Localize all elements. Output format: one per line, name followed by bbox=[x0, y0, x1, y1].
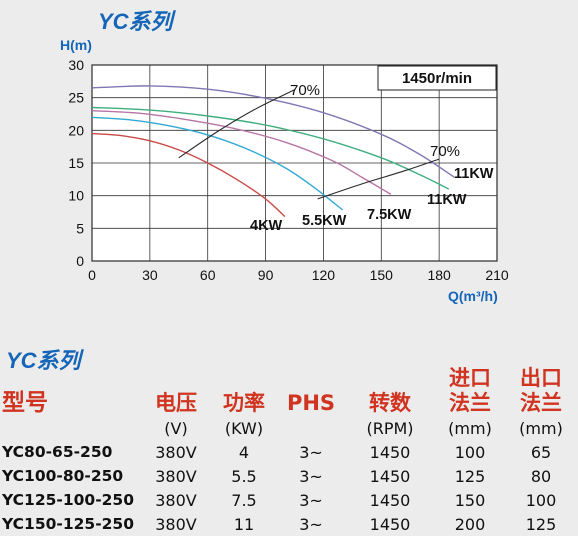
units-row: (V) (KW) (RPM) (mm) (mm) bbox=[2, 416, 576, 440]
y-tick-label: 10 bbox=[68, 188, 84, 204]
y-tick-label: 5 bbox=[76, 220, 84, 236]
series-label: 7.5KW bbox=[367, 207, 412, 223]
table-cell: 100 bbox=[525, 490, 557, 510]
series-label: 5.5KW bbox=[302, 213, 347, 229]
efficiency-label: 70% bbox=[430, 143, 460, 160]
table-cell: 4 bbox=[238, 442, 250, 462]
spec-table: 型号 电压 功率 PHS 转数 进口 法兰 出口 法兰 (V) (KW) (RPM)… bbox=[2, 366, 576, 536]
unit-cell bbox=[2, 416, 140, 440]
series-line-2 bbox=[91, 116, 344, 211]
unit-cell: (RPM) bbox=[366, 418, 414, 438]
table-cell: 200 bbox=[454, 514, 486, 534]
x-axis-label: Q(m³/h) bbox=[448, 288, 498, 304]
table-cell: 3~ bbox=[299, 514, 323, 534]
model-cell: YC150-125-250 bbox=[2, 515, 134, 533]
series-line-1 bbox=[91, 132, 286, 218]
header-model: 型号 bbox=[2, 390, 48, 416]
table-title: YC系列 bbox=[6, 348, 81, 373]
model-cell: YC80-65-250 bbox=[2, 443, 113, 461]
y-tick-label: 20 bbox=[68, 122, 84, 138]
table-cell: 1450 bbox=[369, 490, 411, 510]
x-tick-label: 120 bbox=[312, 267, 336, 283]
y-tick-label: 15 bbox=[68, 155, 84, 171]
model-cell: YC125-100-250 bbox=[2, 491, 134, 509]
x-tick-label: 60 bbox=[200, 267, 216, 283]
efficiency-line-1 bbox=[178, 89, 295, 159]
table-cell: 380V bbox=[155, 442, 197, 462]
table-cell: 80 bbox=[530, 466, 552, 486]
y-tick-label: 25 bbox=[68, 90, 84, 106]
pump-curve-chart: 0 30 60 90 120 150 180 210 0 5 10 15 20 25 30 H(m) Q(m³/… bbox=[60, 37, 509, 304]
table-cell: 3~ bbox=[299, 466, 323, 486]
x-tick-label: 30 bbox=[142, 267, 158, 283]
table-row: YC150-125-250 380V 11 3~ 1450 200 125 bbox=[2, 512, 576, 536]
x-tick-label: 90 bbox=[258, 267, 274, 283]
header-inlet-flange: 进口 法兰 bbox=[449, 366, 491, 415]
unit-cell: (KW) bbox=[224, 418, 264, 438]
x-tick-label: 210 bbox=[485, 267, 509, 283]
header-outlet-flange: 出口 法兰 bbox=[520, 366, 562, 415]
spec-header-row: 型号 电压 功率 PHS 转数 进口 法兰 出口 法兰 bbox=[2, 366, 576, 416]
header-voltage: 电压 bbox=[155, 391, 197, 415]
unit-cell: (V) bbox=[164, 418, 188, 438]
table-cell: 3~ bbox=[299, 442, 323, 462]
table-cell: 5.5 bbox=[231, 466, 257, 486]
table-cell: 1450 bbox=[369, 466, 411, 486]
series-line-4 bbox=[91, 106, 450, 190]
table-row: YC100-80-250 380V 5.5 3~ 1450 125 80 bbox=[2, 464, 576, 488]
header-speed: 转数 bbox=[369, 391, 411, 415]
series-label: 11KW bbox=[454, 166, 494, 182]
table-cell: 125 bbox=[525, 514, 557, 534]
table-cell: 150 bbox=[454, 490, 486, 510]
series-line-3 bbox=[91, 110, 392, 195]
efficiency-label: 70% bbox=[290, 82, 320, 99]
unit-cell: (mm) bbox=[448, 418, 492, 438]
table-cell: 380V bbox=[155, 514, 197, 534]
header-power: 功率 bbox=[223, 391, 265, 415]
table-cell: 65 bbox=[530, 442, 552, 462]
table-cell: 7.5 bbox=[231, 490, 257, 510]
table-cell: 380V bbox=[155, 490, 197, 510]
model-cell: YC100-80-250 bbox=[2, 467, 124, 485]
chart-title: YC系列 bbox=[98, 9, 173, 34]
series-label: 11KW bbox=[427, 192, 467, 208]
table-cell: 100 bbox=[454, 442, 486, 462]
table-cell: 1450 bbox=[369, 442, 411, 462]
unit-cell: (mm) bbox=[519, 418, 563, 438]
header-phase: PHS bbox=[286, 391, 336, 415]
speed-label: 1450r/min bbox=[402, 70, 472, 87]
table-cell: 11 bbox=[233, 514, 255, 534]
series-label: 4KW bbox=[250, 218, 283, 234]
speed-box bbox=[377, 65, 497, 91]
x-tick-label: 180 bbox=[427, 267, 451, 283]
series-line-5 bbox=[91, 85, 455, 178]
table-row: YC80-65-250 380V 4 3~ 1450 100 65 bbox=[2, 440, 576, 464]
efficiency-line-2 bbox=[317, 158, 440, 200]
y-axis-label: H(m) bbox=[60, 37, 92, 53]
y-tick-label: 0 bbox=[76, 253, 84, 269]
unit-cell bbox=[276, 416, 346, 440]
x-tick-label: 0 bbox=[88, 267, 96, 283]
x-tick-label: 150 bbox=[370, 267, 394, 283]
y-tick-label: 30 bbox=[68, 57, 84, 73]
table-row: YC125-100-250 380V 7.5 3~ 1450 150 100 bbox=[2, 488, 576, 512]
table-cell: 125 bbox=[454, 466, 486, 486]
table-cell: 1450 bbox=[369, 514, 411, 534]
table-cell: 3~ bbox=[299, 490, 323, 510]
table-cell: 380V bbox=[155, 466, 197, 486]
